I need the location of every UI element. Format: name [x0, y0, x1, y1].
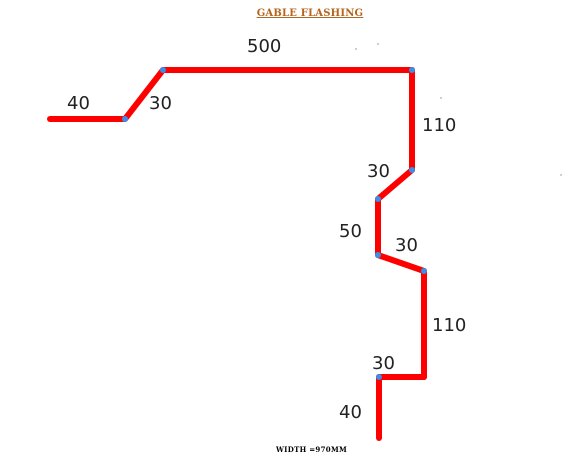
- fold-node: [375, 196, 381, 202]
- dimension-label-9: 30: [372, 353, 395, 374]
- dimension-label-6: 50: [339, 221, 362, 242]
- fold-node: [160, 67, 166, 73]
- fold-node: [122, 116, 128, 122]
- segment-5: [375, 167, 415, 202]
- fold-node: [421, 268, 427, 274]
- segment-2: [122, 67, 166, 122]
- width-note: WIDTH =970MM: [276, 445, 348, 454]
- fold-node: [375, 252, 381, 258]
- stray-dot: [377, 43, 379, 45]
- drawing-title: GABLE FLASHING: [256, 8, 364, 19]
- fold-node: [409, 67, 415, 73]
- dimension-label-5: 30: [367, 161, 390, 182]
- dimension-label-4: 110: [422, 115, 456, 136]
- dimension-label-7: 30: [395, 235, 418, 256]
- profile-path: [47, 67, 427, 441]
- dimension-label-1: 40: [67, 93, 90, 114]
- dimension-label-8: 110: [432, 315, 466, 336]
- stray-dot: [440, 97, 442, 99]
- dimension-label-10: 40: [339, 402, 362, 423]
- dimension-label-3: 500: [247, 36, 281, 57]
- fold-node: [376, 374, 382, 380]
- segment-7: [375, 252, 427, 274]
- fold-nodes: [122, 67, 427, 380]
- stray-dot: [355, 48, 357, 50]
- dimension-labels: 40 30 500 110 30 50 30 110 30 40: [67, 36, 466, 423]
- stray-marks: [355, 43, 562, 176]
- stray-dot: [560, 174, 562, 176]
- dimension-label-2: 30: [149, 93, 172, 114]
- fold-node: [409, 167, 415, 173]
